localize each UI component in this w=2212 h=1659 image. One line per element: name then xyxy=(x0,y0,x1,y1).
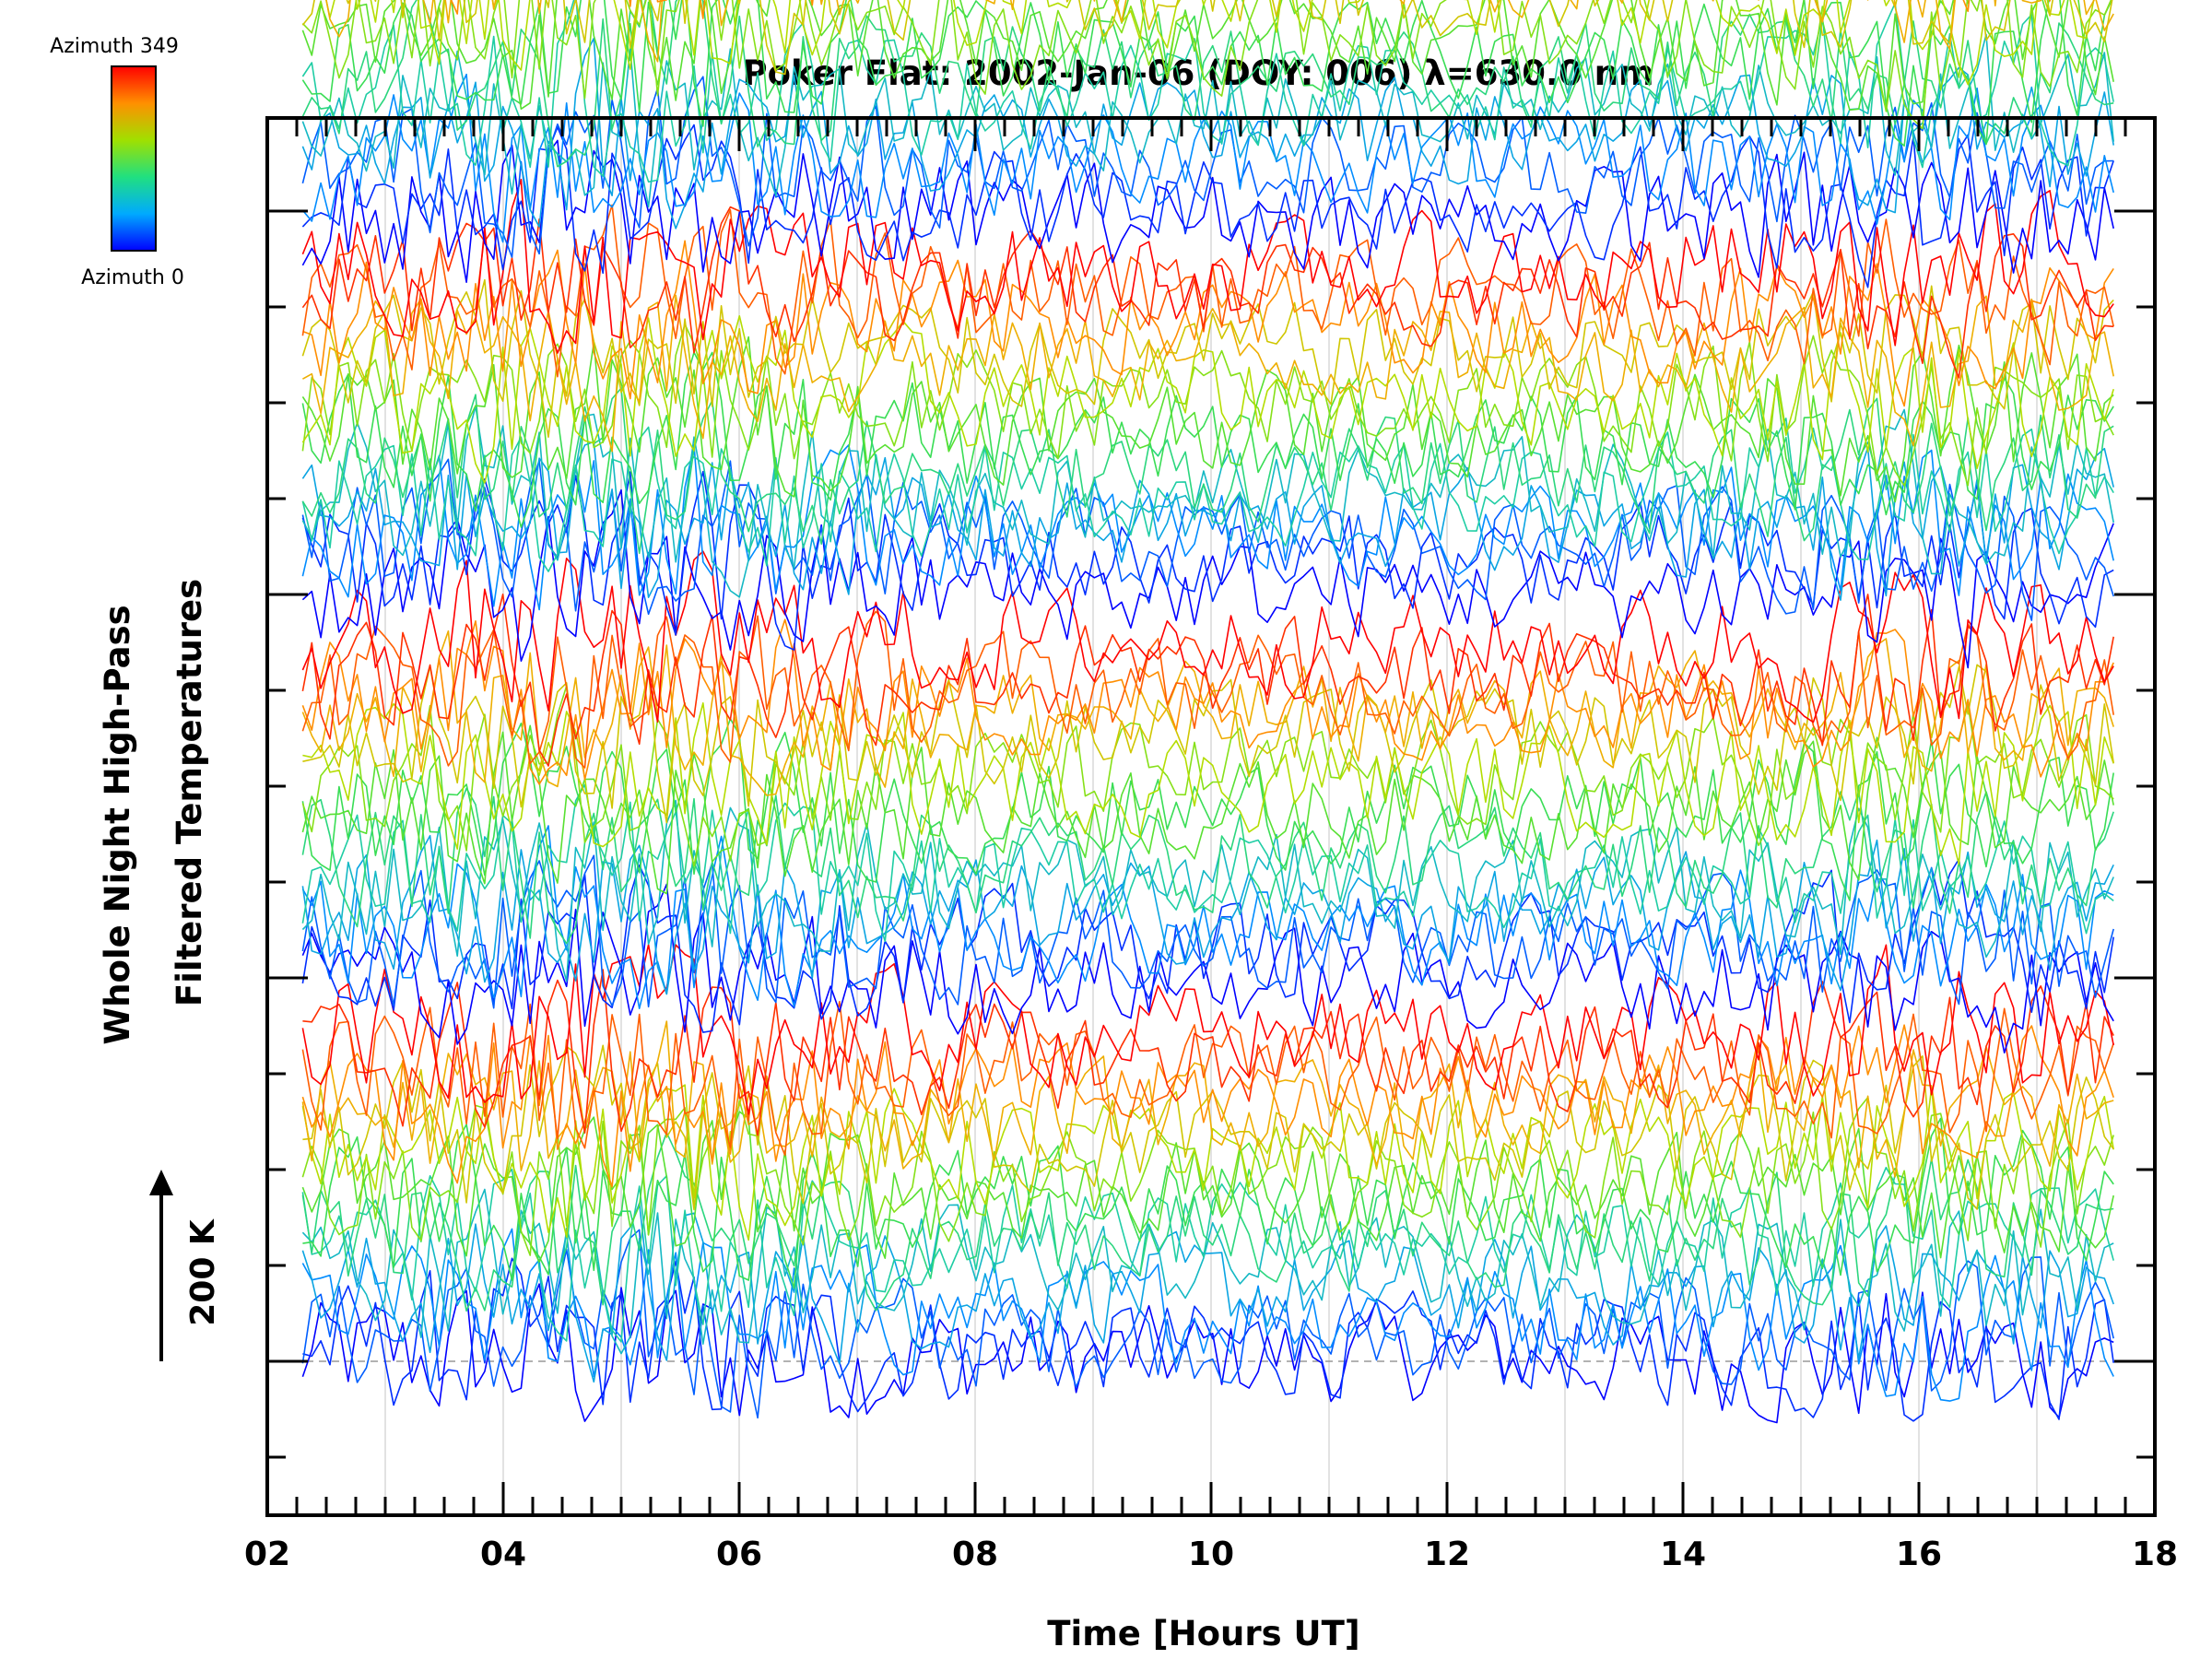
trace-group-3-azimuth-102 xyxy=(301,406,2114,598)
trace-group-1-azimuth-185 xyxy=(301,1111,2114,1263)
trace-group-3-azimuth-267 xyxy=(302,294,2114,453)
trace-group-3-azimuth-82 xyxy=(301,441,2114,601)
x-tick-labels: 02 04 06 08 10 12 14 16 18 xyxy=(244,1535,2178,1573)
scale-bar-label: 200 K xyxy=(184,1218,222,1326)
scale-bar: 200 K xyxy=(149,1170,222,1361)
trace-group-3-azimuth-205 xyxy=(301,323,2114,487)
traces xyxy=(301,0,2114,1424)
trace-group-3-azimuth-123 xyxy=(301,418,2114,572)
trace-group-2-azimuth-349 xyxy=(301,550,2114,724)
trace-group-3-azimuth-226 xyxy=(301,314,2114,484)
trace-group-4-azimuth-61 xyxy=(301,73,2114,243)
x-tick-label-10: 10 xyxy=(1188,1535,1234,1573)
trace-group-2-azimuth-41 xyxy=(301,854,2114,1009)
trace-group-3-azimuth-61 xyxy=(301,443,2114,611)
trace-group-1-azimuth-143 xyxy=(301,1132,2114,1312)
y-axis-label-line2: Filtered Temperatures xyxy=(170,579,209,1006)
trace-group-1-azimuth-287 xyxy=(301,1024,2114,1188)
trace-group-1-azimuth-20 xyxy=(302,1257,2114,1422)
trace-group-1-azimuth-328 xyxy=(302,969,2114,1136)
x-tick-label-06: 06 xyxy=(716,1535,762,1573)
y-axis-label-line1: Whole Night High-Pass xyxy=(98,605,137,1044)
trace-group-2-azimuth-205 xyxy=(301,685,2114,867)
trace-group-4-azimuth-41 xyxy=(301,76,2114,258)
trace-group-4-azimuth-20 xyxy=(301,124,2114,288)
trace-group-4-azimuth-185 xyxy=(301,0,2114,112)
x-tick-label-14: 14 xyxy=(1660,1535,1706,1573)
trace-group-1-azimuth-308 xyxy=(301,1000,2114,1157)
scale-bar-arrow-icon xyxy=(149,1170,173,1195)
trace-group-1-azimuth-226 xyxy=(301,1084,2114,1241)
trace-group-1-azimuth-41 xyxy=(301,1229,2114,1419)
x-tick-label-18: 18 xyxy=(2132,1535,2178,1573)
x-axis-label: Time [Hours UT] xyxy=(1047,1614,1359,1653)
x-tick-label-08: 08 xyxy=(952,1535,998,1573)
colorbar xyxy=(111,65,157,252)
trace-group-4-azimuth-82 xyxy=(301,37,2114,229)
trace-group-1-azimuth-267 xyxy=(301,1020,2114,1178)
trace-group-2-azimuth-185 xyxy=(301,724,2114,895)
colorbar-top-label: Azimuth 349 xyxy=(50,35,179,58)
trace-group-2-azimuth-226 xyxy=(302,701,2114,865)
colorbar-bottom-label: Azimuth 0 xyxy=(81,266,184,289)
trace-group-2-azimuth-102 xyxy=(301,799,2114,982)
trace-group-4-azimuth-143 xyxy=(301,0,2114,168)
trace-group-1-azimuth-82 xyxy=(301,1202,2114,1383)
trace-group-2-azimuth-328 xyxy=(301,593,2114,767)
trace-group-2-azimuth-164 xyxy=(301,718,2114,901)
trace-group-4-azimuth-205 xyxy=(301,0,2112,130)
trace-group-2-azimuth-143 xyxy=(301,787,2114,945)
trace-group-2-azimuth-246 xyxy=(302,664,2114,824)
trace-group-2-azimuth-61 xyxy=(301,825,2114,1009)
trace-group-4-azimuth-123 xyxy=(301,0,2114,183)
trace-group-1-azimuth-349 xyxy=(301,944,2114,1115)
x-tick-label-12: 12 xyxy=(1424,1535,1470,1573)
trace-group-4-azimuth-226 xyxy=(325,0,2095,86)
x-tick-label-04: 04 xyxy=(480,1535,526,1573)
trace-group-4-azimuth-164 xyxy=(301,0,2113,147)
x-tick-label-02: 02 xyxy=(244,1535,290,1573)
trace-group-1-azimuth-164 xyxy=(302,1117,2114,1289)
x-tick-label-16: 16 xyxy=(1896,1535,1942,1573)
trace-group-2-azimuth-267 xyxy=(301,629,2114,796)
axis-ticks xyxy=(265,118,2157,1515)
trace-group-3-azimuth-185 xyxy=(301,335,2114,503)
